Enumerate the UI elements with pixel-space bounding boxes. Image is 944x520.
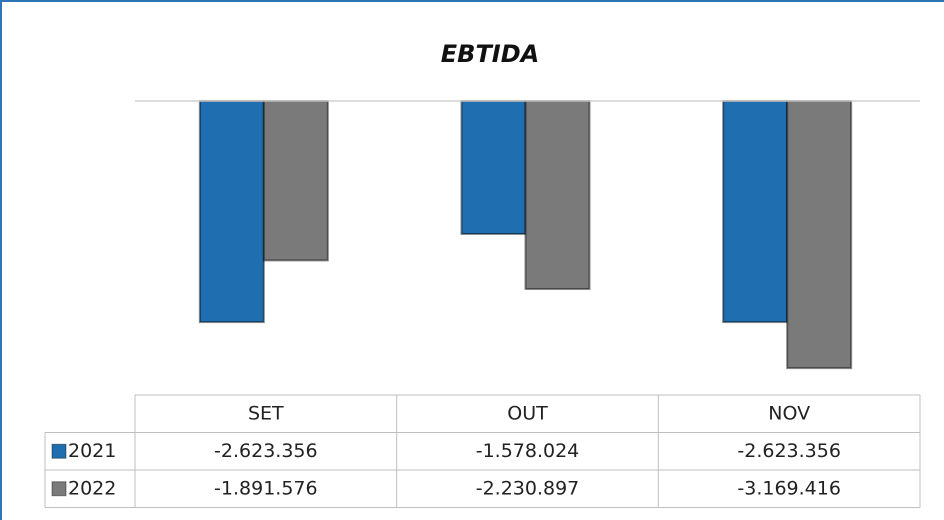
data-label: -2.623.356 [737,440,841,462]
x-tick-label: NOV [768,402,810,424]
data-label: -1.578.024 [476,440,580,462]
x-tick-label: SET [248,402,284,424]
bar [460,100,527,236]
data-label: -1.891.576 [214,477,318,499]
bar [198,100,265,324]
legend-label: 2022 [68,477,116,499]
bar [524,100,591,291]
chart-title: EBTIDA [441,40,539,68]
x-tick-label: OUT [507,402,548,424]
data-label: -2.230.897 [476,477,580,499]
legend-swatch [51,481,67,497]
bar [786,100,853,370]
legend-swatch [51,443,67,459]
data-label: -3.169.416 [737,477,841,499]
legend-label: 2021 [68,440,116,462]
bar [722,100,789,324]
bar [262,100,329,262]
data-label: -2.623.356 [214,440,318,462]
